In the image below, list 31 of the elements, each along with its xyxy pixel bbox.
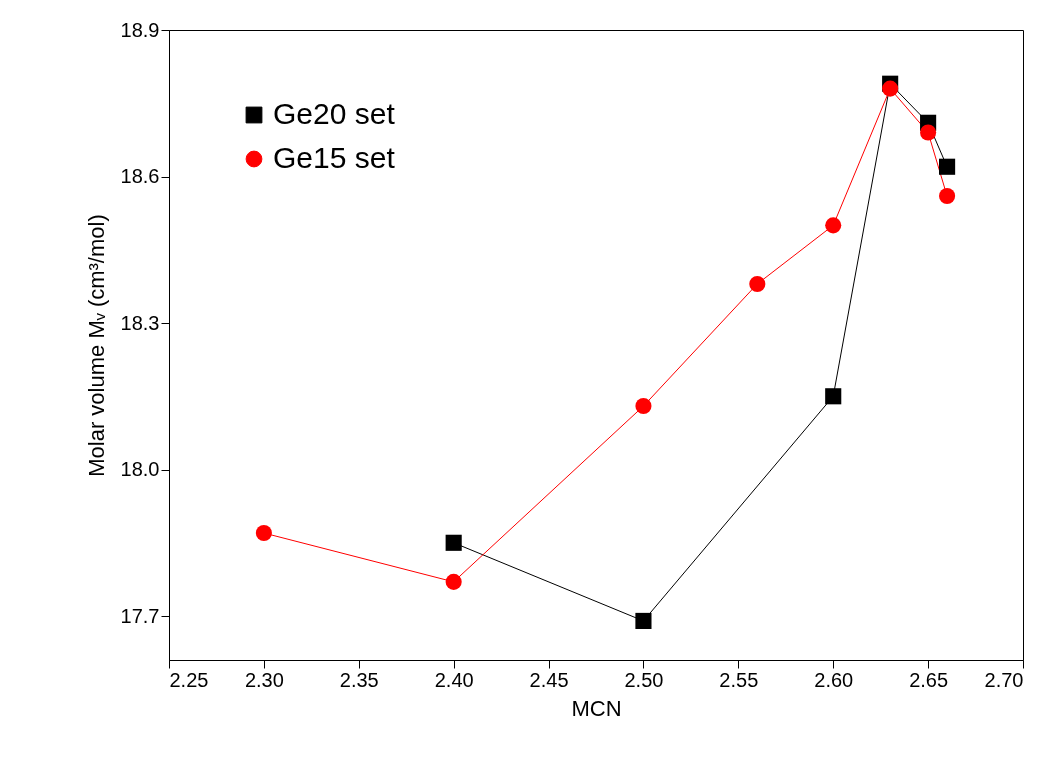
- point: [882, 80, 899, 97]
- y-tick-label: 18.0: [120, 458, 160, 481]
- x-tick-label: 2.60: [814, 668, 854, 691]
- y-tick-label: 18.9: [120, 18, 160, 41]
- x-axis-title: MCN: [571, 695, 622, 721]
- x-tick-label: 2.70: [984, 668, 1024, 691]
- x-tick-label: 2.55: [719, 668, 759, 691]
- point: [920, 124, 937, 141]
- point: [825, 217, 842, 234]
- legend-label: Ge20 set: [273, 97, 396, 130]
- y-tick-label: 18.3: [120, 311, 160, 334]
- x-tick-label: 2.45: [529, 668, 569, 691]
- y-axis-title: Molar volume Mᵥ (cm³/mol): [83, 214, 109, 477]
- x-tick-label: 2.65: [909, 668, 949, 691]
- x-tick-label: 2.35: [339, 668, 379, 691]
- y-tick-label: 17.7: [120, 604, 160, 627]
- point: [445, 573, 462, 590]
- point: [939, 188, 956, 205]
- point: [635, 398, 652, 415]
- point: [749, 275, 766, 292]
- x-tick-label: 2.30: [244, 668, 284, 691]
- y-tick-label: 18.6: [120, 165, 160, 188]
- x-tick-label: 2.50: [624, 668, 664, 691]
- x-tick-label: 2.40: [434, 668, 474, 691]
- point: [825, 388, 842, 405]
- point: [939, 158, 956, 175]
- point: [445, 534, 462, 551]
- x-tick-label: 2.25: [169, 668, 209, 691]
- point: [255, 524, 272, 542]
- point: [635, 612, 652, 629]
- legend-label: Ge15 set: [273, 141, 396, 174]
